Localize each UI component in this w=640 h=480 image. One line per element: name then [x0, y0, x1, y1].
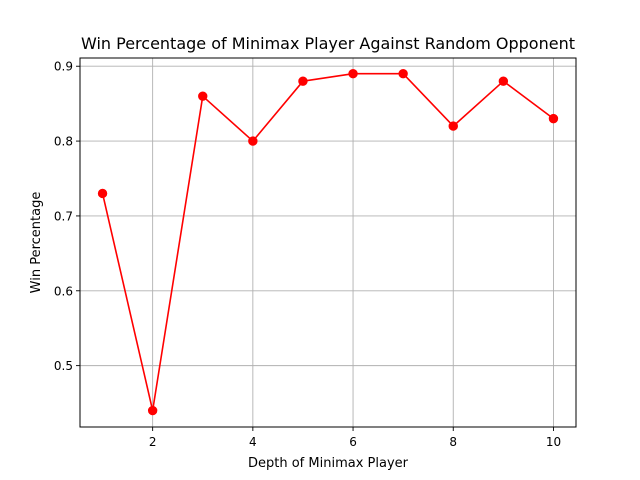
- y-tick-label: 0.9: [54, 60, 73, 74]
- data-point-marker: [348, 69, 358, 79]
- data-point-marker: [97, 188, 108, 199]
- y-tick-label: 0.7: [54, 209, 73, 223]
- y-tick-label: 0.8: [54, 135, 73, 149]
- data-point-marker: [147, 405, 158, 416]
- data-point-marker: [248, 136, 258, 146]
- data-point-marker: [298, 76, 308, 86]
- plot-area-frame: [79, 57, 577, 428]
- data-point-marker: [198, 91, 208, 101]
- y-tick-label: 0.5: [54, 359, 73, 373]
- data-point-marker: [398, 69, 408, 79]
- grid-lines: [80, 58, 576, 427]
- data-point-marker: [548, 113, 559, 124]
- data-point-marker: [498, 76, 509, 86]
- x-tick-label: 6: [349, 435, 357, 449]
- series-line: [101, 72, 554, 412]
- axis-ticks: 2 4 6 8 10 0.5 0.6 0.7 0.8 0.9: [54, 60, 561, 449]
- x-tick-label: 2: [149, 435, 157, 449]
- x-tick-label: 10: [546, 435, 561, 449]
- x-tick-label: 8: [449, 435, 457, 449]
- x-axis-label: Depth of Minimax Player: [248, 456, 409, 471]
- chart-title: Win Percentage of Minimax Player Against…: [81, 34, 575, 53]
- data-series: [97, 69, 559, 416]
- y-tick-label: 0.6: [54, 284, 73, 298]
- x-tick-label: 4: [249, 435, 257, 449]
- y-axis-label: Win Percentage: [29, 192, 44, 294]
- data-point-marker: [448, 121, 458, 131]
